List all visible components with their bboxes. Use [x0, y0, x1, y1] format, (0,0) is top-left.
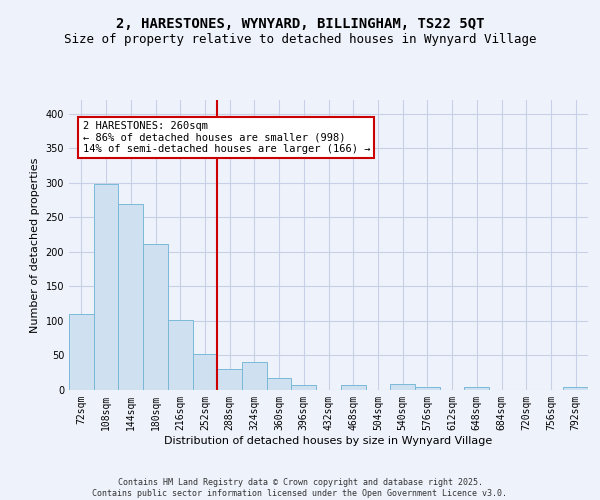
Bar: [415, 386, 440, 390]
Text: Size of property relative to detached houses in Wynyard Village: Size of property relative to detached ho…: [64, 32, 536, 46]
X-axis label: Distribution of detached houses by size in Wynyard Village: Distribution of detached houses by size …: [164, 436, 493, 446]
Bar: [464, 386, 489, 390]
Bar: [94, 184, 118, 390]
Y-axis label: Number of detached properties: Number of detached properties: [30, 158, 40, 332]
Bar: [390, 384, 415, 390]
Bar: [217, 368, 242, 390]
Bar: [267, 378, 292, 390]
Bar: [168, 320, 193, 390]
Bar: [69, 314, 94, 390]
Bar: [193, 354, 217, 390]
Bar: [563, 386, 588, 390]
Bar: [341, 385, 365, 390]
Text: 2 HARESTONES: 260sqm
← 86% of detached houses are smaller (998)
14% of semi-deta: 2 HARESTONES: 260sqm ← 86% of detached h…: [83, 120, 370, 154]
Bar: [292, 385, 316, 390]
Bar: [143, 244, 168, 390]
Bar: [118, 204, 143, 390]
Bar: [242, 362, 267, 390]
Text: 2, HARESTONES, WYNYARD, BILLINGHAM, TS22 5QT: 2, HARESTONES, WYNYARD, BILLINGHAM, TS22…: [116, 18, 484, 32]
Text: Contains HM Land Registry data © Crown copyright and database right 2025.
Contai: Contains HM Land Registry data © Crown c…: [92, 478, 508, 498]
